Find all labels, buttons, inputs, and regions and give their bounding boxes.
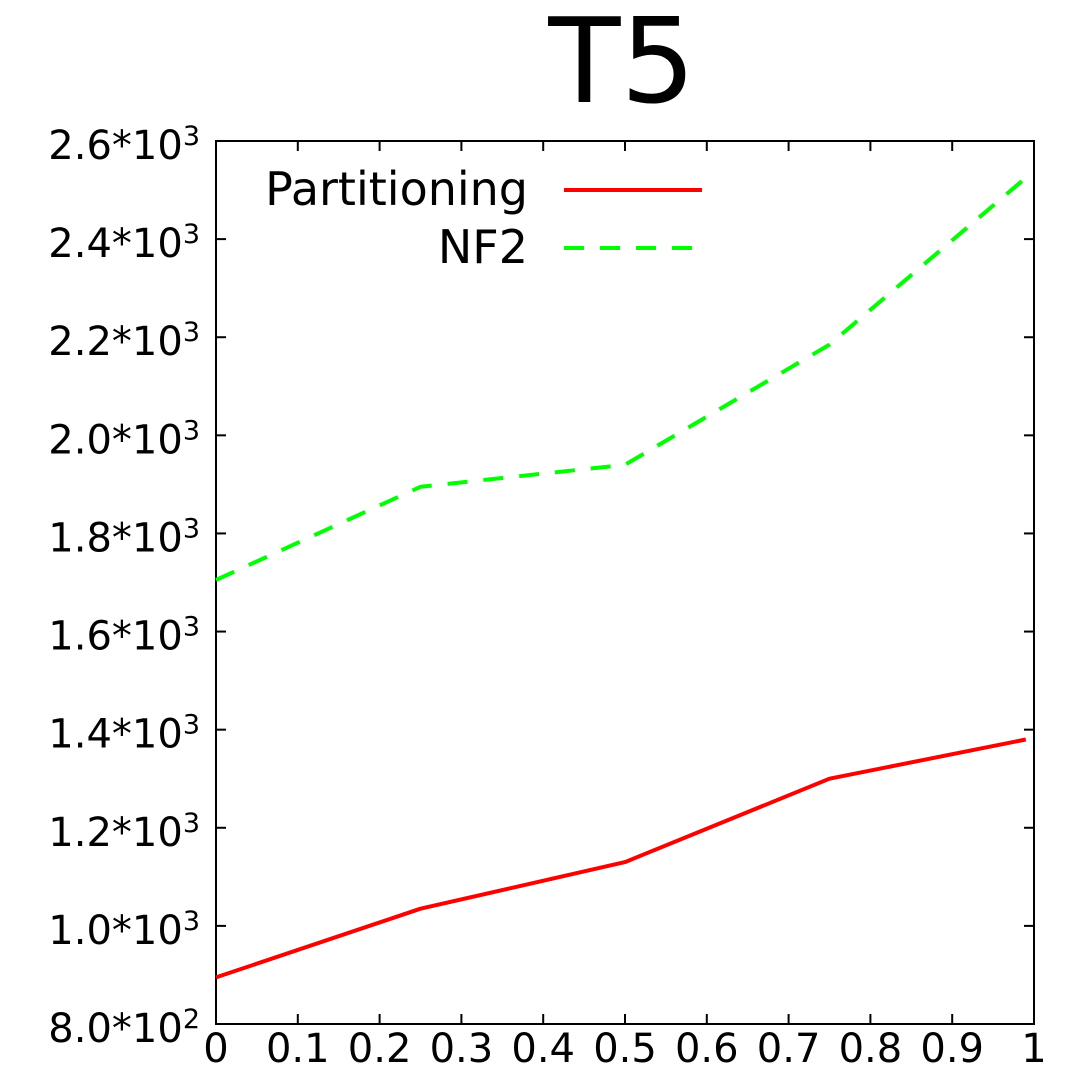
axis-ticks: 0 0.1 0.2 0.3 0.4 0.5 0.6 0.7 0.8 0.9 1 8.0*102 1.0*…	[48, 121, 1046, 1072]
plot-frame	[215, 140, 1035, 1025]
y-tick-label: 2.6*103	[48, 121, 200, 169]
y-tick-label: 2.4*103	[48, 219, 200, 267]
y-tick-label: 1.0*103	[48, 906, 200, 954]
y-tick-label: 1.2*103	[48, 808, 200, 856]
y-tick-label: 1.6*103	[48, 612, 200, 660]
x-tick-label: 0.4	[511, 1026, 575, 1072]
x-tick-label: 1	[1021, 1026, 1046, 1072]
series-line-nf2	[215, 176, 1028, 582]
y-tick-label: 8.0*102	[48, 1004, 200, 1052]
legend-label: Partitioning	[265, 162, 528, 216]
x-tick-label: 0.2	[348, 1026, 412, 1072]
x-tick-label: 0.3	[430, 1026, 494, 1072]
legend-label: NF2	[438, 220, 528, 274]
x-tick-label: 0.1	[266, 1026, 330, 1072]
x-tick-label: 0.9	[920, 1026, 984, 1072]
x-tick-label: 0.6	[675, 1026, 739, 1072]
series-line-partitioning	[215, 737, 1027, 980]
chart-title: T5	[547, 0, 695, 130]
x-tick-label: 0.7	[757, 1026, 821, 1072]
y-tick-label: 2.0*103	[48, 415, 200, 463]
y-tick-label: 1.8*103	[48, 513, 200, 561]
y-tick-label: 1.4*103	[48, 710, 200, 758]
y-tick-label: 2.2*103	[48, 317, 200, 365]
series-lines	[215, 176, 1028, 980]
x-tick-label: 0.8	[839, 1026, 903, 1072]
x-tick-label: 0	[203, 1026, 228, 1072]
x-tick-label: 0.5	[593, 1026, 657, 1072]
